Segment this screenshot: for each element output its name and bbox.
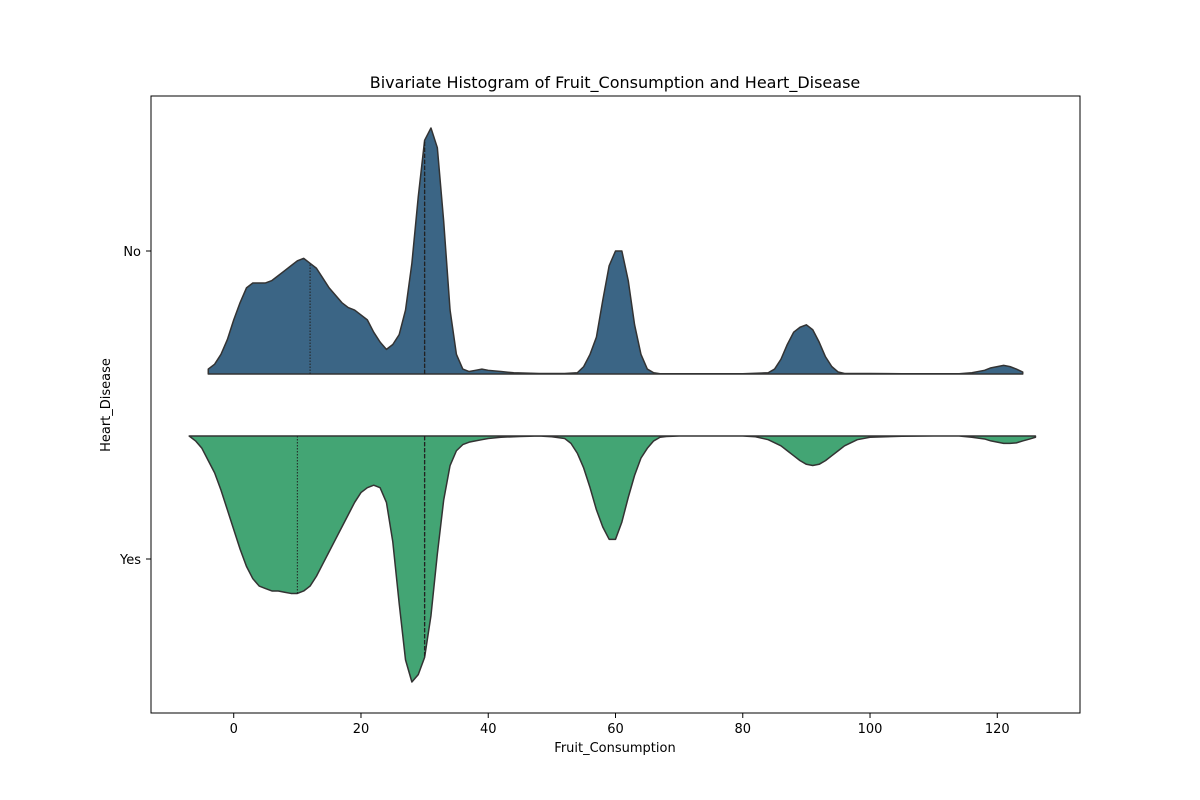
violin-group (188, 127, 1037, 683)
x-tick-label: 80 (734, 722, 751, 737)
x-tick-label: 20 (353, 722, 370, 737)
x-axis-label: Fruit_Consumption (554, 741, 675, 756)
violin-no (207, 127, 1024, 375)
chart-title: Bivariate Histogram of Fruit_Consumption… (370, 73, 861, 93)
x-tick-label: 120 (985, 722, 1010, 737)
violin-yes (188, 435, 1037, 683)
y-tick-label: No (123, 245, 141, 260)
plot-frame (150, 95, 1081, 714)
y-tick-label: Yes (119, 553, 141, 568)
x-tick-label: 0 (230, 722, 238, 737)
y-axis-label: Heart_Disease (99, 358, 114, 452)
x-tick-label: 100 (858, 722, 883, 737)
x-axis-ticks: 0 20 40 60 80 100 120 (230, 713, 1010, 737)
x-tick-label: 40 (480, 722, 497, 737)
y-axis-ticks: No Yes (119, 245, 151, 568)
x-tick-label: 60 (607, 722, 624, 737)
